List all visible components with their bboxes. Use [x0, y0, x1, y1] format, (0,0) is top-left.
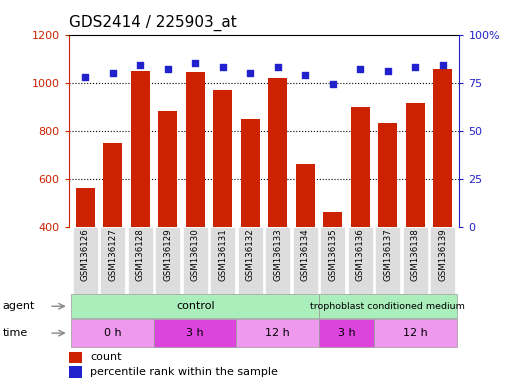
Point — [356, 66, 364, 72]
Bar — [374, 319, 457, 347]
Bar — [323, 212, 343, 323]
Text: GSM136130: GSM136130 — [191, 228, 200, 281]
Text: 3 h: 3 h — [338, 328, 355, 338]
Bar — [155, 227, 180, 294]
Point — [136, 62, 144, 68]
Bar — [185, 72, 205, 323]
Text: agent: agent — [3, 301, 35, 311]
Bar — [100, 227, 125, 294]
Bar — [238, 227, 262, 294]
Bar — [128, 227, 153, 294]
Bar — [73, 227, 98, 294]
Text: time: time — [3, 328, 28, 338]
Text: GDS2414 / 225903_at: GDS2414 / 225903_at — [69, 15, 237, 31]
Bar — [348, 227, 373, 294]
Bar — [320, 227, 345, 294]
Point — [108, 70, 117, 76]
Point — [439, 62, 447, 68]
Text: GSM136129: GSM136129 — [163, 228, 172, 281]
Text: GSM136138: GSM136138 — [411, 228, 420, 281]
Bar — [237, 319, 319, 347]
Text: GSM136127: GSM136127 — [108, 228, 117, 281]
Text: 12 h: 12 h — [266, 328, 290, 338]
Point — [301, 72, 309, 78]
Point — [246, 70, 254, 76]
Point — [328, 81, 337, 88]
Bar — [210, 227, 235, 294]
Text: 0 h: 0 h — [104, 328, 121, 338]
Point — [164, 66, 172, 72]
Bar — [158, 111, 177, 323]
Bar — [69, 366, 82, 377]
Text: GSM136136: GSM136136 — [356, 228, 365, 281]
Text: 3 h: 3 h — [186, 328, 204, 338]
Text: GSM136137: GSM136137 — [383, 228, 392, 281]
Text: GSM136133: GSM136133 — [274, 228, 282, 281]
Bar — [293, 227, 318, 294]
Text: GSM136131: GSM136131 — [218, 228, 227, 281]
Bar — [403, 227, 428, 294]
Bar — [71, 294, 319, 318]
Bar — [406, 103, 425, 323]
Bar — [241, 119, 260, 323]
Bar — [430, 227, 455, 294]
Bar — [319, 319, 374, 347]
Bar — [76, 188, 95, 323]
Bar — [103, 142, 122, 323]
Text: GSM136134: GSM136134 — [301, 228, 310, 281]
Point — [219, 64, 227, 70]
Bar — [154, 319, 237, 347]
Text: GSM136128: GSM136128 — [136, 228, 145, 281]
Text: count: count — [90, 353, 121, 362]
Bar — [351, 107, 370, 323]
Bar — [183, 227, 208, 294]
Bar — [268, 78, 287, 323]
Text: GSM136135: GSM136135 — [328, 228, 337, 281]
Text: 12 h: 12 h — [403, 328, 428, 338]
Point — [274, 64, 282, 70]
Point — [191, 60, 200, 66]
Bar — [266, 227, 290, 294]
Bar — [375, 227, 400, 294]
Text: percentile rank within the sample: percentile rank within the sample — [90, 367, 278, 377]
Text: GSM136139: GSM136139 — [438, 228, 447, 281]
Bar — [71, 319, 154, 347]
Text: GSM136126: GSM136126 — [81, 228, 90, 281]
Point — [411, 64, 420, 70]
Bar — [319, 294, 457, 318]
Bar — [378, 123, 398, 323]
Bar — [433, 70, 452, 323]
Text: control: control — [176, 301, 214, 311]
Bar — [130, 71, 150, 323]
Point — [384, 68, 392, 74]
Text: trophoblast conditioned medium: trophoblast conditioned medium — [310, 302, 465, 311]
Bar — [213, 90, 232, 323]
Bar — [69, 352, 82, 363]
Bar — [296, 164, 315, 323]
Text: GSM136132: GSM136132 — [246, 228, 254, 281]
Point — [81, 74, 89, 80]
